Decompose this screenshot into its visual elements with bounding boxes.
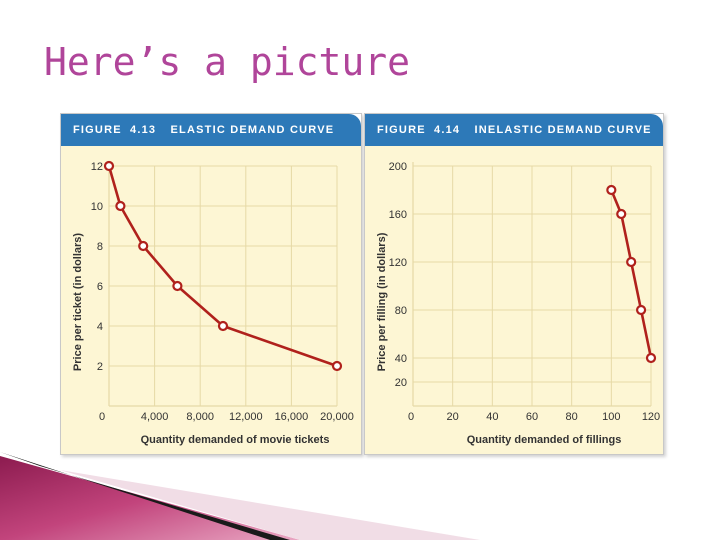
y-tick-label: 2 bbox=[97, 361, 103, 373]
x-tick-label: 0 bbox=[99, 411, 105, 423]
y-tick-label: 8 bbox=[97, 241, 103, 253]
data-point bbox=[172, 280, 183, 292]
x-tick-label: 20 bbox=[447, 411, 459, 423]
figure-label: FIGURE bbox=[73, 124, 122, 136]
data-point bbox=[115, 200, 126, 212]
x-tick-label: 16,000 bbox=[275, 411, 309, 423]
elastic-demand-chart: 2 4 6 8 10 12 0 4,000 8,000 12,000 16,000 20,000 Qua… bbox=[72, 160, 354, 446]
data-point bbox=[626, 256, 637, 268]
x-tick-label: 100 bbox=[602, 411, 620, 423]
y-tick-label: 6 bbox=[97, 281, 103, 293]
y-tick-label: 40 bbox=[395, 353, 407, 365]
data-point bbox=[217, 320, 229, 332]
data-point bbox=[645, 352, 657, 364]
x-tick-label: 4,000 bbox=[141, 411, 169, 423]
data-point bbox=[331, 360, 343, 372]
x-axis-title: Quantity demanded of movie tickets bbox=[141, 434, 330, 446]
x-tick-label: 20,000 bbox=[320, 411, 354, 423]
data-point bbox=[616, 208, 627, 220]
data-point bbox=[138, 240, 149, 252]
y-tick-label: 4 bbox=[97, 321, 103, 333]
y-tick-label: 10 bbox=[91, 201, 103, 213]
x-tick-label: 80 bbox=[566, 411, 578, 423]
y-axis-title: Price per filling (in dollars) bbox=[376, 232, 388, 371]
y-tick-label: 120 bbox=[389, 257, 407, 269]
figure-title: INELASTIC DEMAND CURVE bbox=[474, 124, 652, 136]
decor-magenta-wedge bbox=[0, 456, 300, 540]
y-tick-label: 12 bbox=[91, 161, 103, 173]
figure-panel-elastic: FIGURE 4.13 ELASTIC DEMAND CURVE 2 4 6 8 10 1… bbox=[60, 113, 362, 455]
y-tick-label: 160 bbox=[389, 209, 407, 221]
x-axis-title: Quantity demanded of fillings bbox=[467, 434, 622, 446]
y-tick-label: 20 bbox=[395, 377, 407, 389]
x-tick-label: 0 bbox=[408, 411, 414, 423]
figure-number: 4.14 bbox=[434, 124, 461, 136]
corner-decoration bbox=[0, 452, 480, 540]
decor-pink-stripe bbox=[60, 470, 480, 540]
figure-header: FIGURE 4.14 INELASTIC DEMAND CURVE bbox=[365, 114, 663, 146]
y-tick-label: 80 bbox=[395, 305, 407, 317]
x-tick-label: 120 bbox=[642, 411, 660, 423]
figure-label: FIGURE bbox=[377, 124, 426, 136]
figure-number: 4.13 bbox=[130, 124, 157, 136]
data-point bbox=[606, 184, 617, 196]
inelastic-demand-chart: 20 40 80 120 160 200 0 20 40 60 80 100 120 Quantity d… bbox=[376, 161, 660, 446]
data-point bbox=[635, 304, 647, 316]
slide-title: Here’s a picture bbox=[44, 40, 411, 84]
x-tick-label: 60 bbox=[526, 411, 538, 423]
y-axis-title: Price per ticket (in dollars) bbox=[72, 233, 84, 371]
x-tick-label: 8,000 bbox=[186, 411, 214, 423]
x-tick-label: 40 bbox=[486, 411, 498, 423]
figure-panel-inelastic: FIGURE 4.14 INELASTIC DEMAND CURVE 20 40 8… bbox=[364, 113, 664, 455]
data-point bbox=[103, 160, 115, 172]
y-tick-label: 200 bbox=[389, 161, 407, 173]
figure-title: ELASTIC DEMAND CURVE bbox=[170, 124, 335, 136]
demand-curve-line bbox=[107, 165, 338, 368]
figure-header: FIGURE 4.13 ELASTIC DEMAND CURVE bbox=[61, 114, 361, 146]
x-tick-label: 12,000 bbox=[229, 411, 263, 423]
plot-background bbox=[61, 146, 361, 454]
